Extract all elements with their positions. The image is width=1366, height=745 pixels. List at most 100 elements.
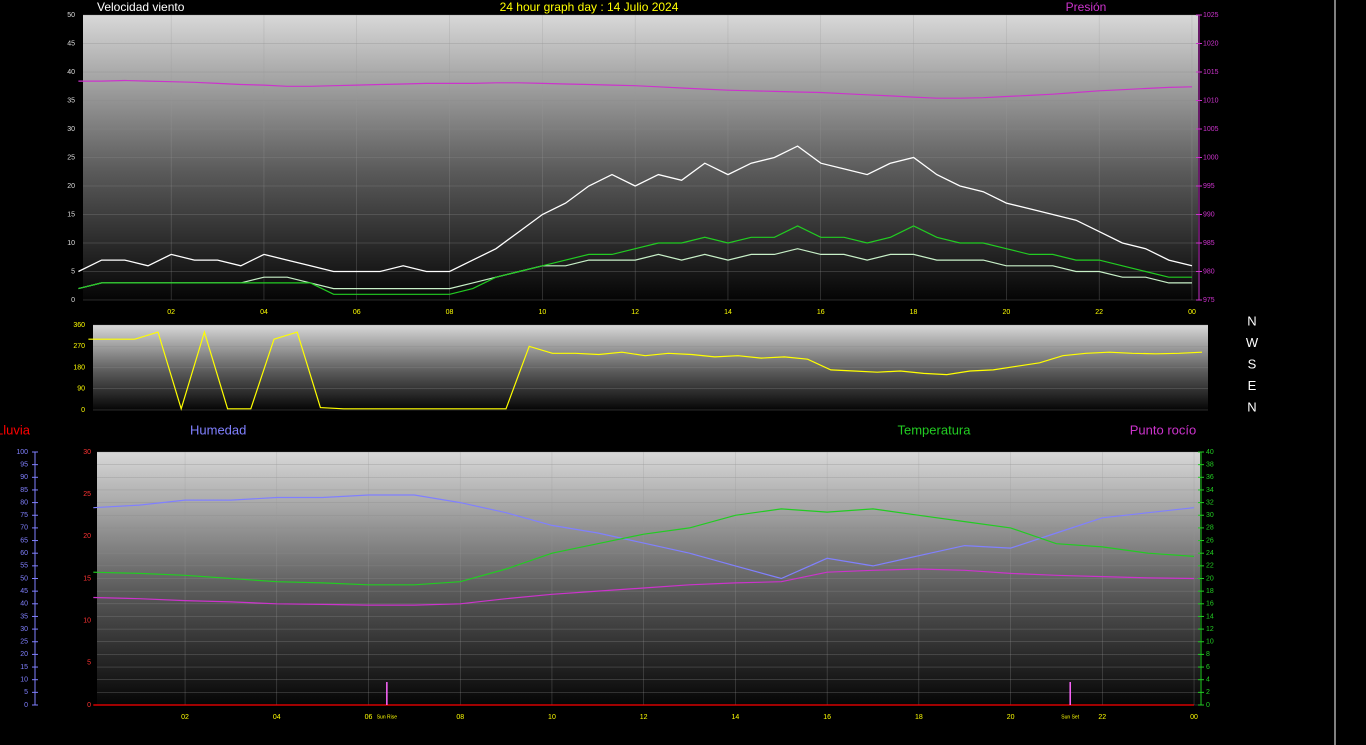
y2-tick-label: 32 — [1206, 499, 1214, 506]
y-tick-label: 10 — [83, 618, 91, 625]
y-tick-label: 20 — [67, 183, 75, 190]
x-tick-label: 10 — [538, 309, 546, 316]
x-tick-label: 10 — [548, 714, 556, 721]
chart-title: 24 hour graph day : 14 Julio 2024 — [500, 0, 679, 14]
x-tick-label: 14 — [724, 309, 732, 316]
y2-tick-label: 1000 — [1203, 154, 1219, 161]
y-tick-label: 25 — [83, 491, 91, 498]
y2-tick-label: 4 — [1206, 677, 1210, 684]
y2-tick-label: 30 — [1206, 512, 1214, 519]
y2-tick-label: 34 — [1206, 487, 1214, 494]
y-tick-label: 0 — [81, 407, 85, 414]
y3-tick-label: 100 — [16, 449, 28, 456]
x-tick-label: 22 — [1098, 714, 1106, 721]
x-tick-label: 08 — [446, 309, 454, 316]
x-tick-label: 02 — [181, 714, 189, 721]
y-tick-label: 270 — [73, 343, 85, 350]
y-tick-label: 90 — [77, 386, 85, 393]
y3-tick-label: 60 — [20, 550, 28, 557]
series-line — [93, 508, 1195, 586]
y2-tick-label: 1015 — [1203, 69, 1219, 76]
y2-tick-label: 2 — [1206, 689, 1210, 696]
x-tick-label: 00 — [1190, 714, 1198, 721]
y3-tick-label: 70 — [20, 525, 28, 532]
sun-label: Sun Rise — [377, 714, 398, 720]
compass-label: N — [1247, 399, 1256, 414]
y3-tick-label: 50 — [20, 575, 28, 582]
y3-tick-label: 65 — [20, 537, 28, 544]
series-line — [78, 248, 1192, 290]
y-tick-label: 40 — [67, 69, 75, 76]
y3-tick-label: 20 — [20, 651, 28, 658]
y3-tick-label: 85 — [20, 487, 28, 494]
legend-label: Punto rocío — [1130, 422, 1197, 437]
y2-tick-label: 24 — [1206, 550, 1214, 557]
y-tick-label: 5 — [87, 660, 91, 667]
y3-tick-label: 15 — [20, 664, 28, 671]
y2-tick-label: 28 — [1206, 525, 1214, 532]
x-tick-label: 16 — [817, 309, 825, 316]
x-tick-label: 14 — [732, 714, 740, 721]
y3-tick-label: 75 — [20, 512, 28, 519]
y-tick-label: 35 — [67, 97, 75, 104]
x-tick-label: 12 — [631, 309, 639, 316]
y3-tick-label: 25 — [20, 639, 28, 646]
legend-label: Humedad — [190, 422, 246, 437]
compass-label: S — [1248, 356, 1257, 371]
y3-tick-label: 35 — [20, 613, 28, 620]
y-tick-label: 180 — [73, 364, 85, 371]
y-tick-label: 360 — [73, 322, 85, 329]
y2-tick-label: 1025 — [1203, 12, 1219, 19]
y-tick-label: 0 — [87, 702, 91, 709]
x-tick-label: 18 — [915, 714, 923, 721]
x-tick-label: 06 — [353, 309, 361, 316]
y3-tick-label: 40 — [20, 601, 28, 608]
series-line — [78, 79, 1193, 99]
x-tick-label: 00 — [1188, 309, 1196, 316]
compass-label: N — [1247, 313, 1256, 328]
sun-label: Sun Set — [1061, 714, 1079, 720]
y2-tick-label: 6 — [1206, 664, 1210, 671]
y-tick-label: 5 — [71, 268, 75, 275]
y-tick-label: 15 — [67, 211, 75, 218]
y2-tick-label: 975 — [1203, 297, 1215, 304]
y-tick-label: 30 — [83, 449, 91, 456]
y2-tick-label: 36 — [1206, 474, 1214, 481]
y3-tick-label: 5 — [24, 689, 28, 696]
y2-tick-label: 1020 — [1203, 40, 1219, 47]
y2-tick-label: 26 — [1206, 537, 1214, 544]
y3-tick-label: 80 — [20, 499, 28, 506]
pressure-label: Presión — [1066, 0, 1107, 14]
y3-tick-label: 30 — [20, 626, 28, 633]
y2-tick-label: 990 — [1203, 211, 1215, 218]
x-tick-label: 20 — [1002, 309, 1010, 316]
x-tick-label: 16 — [823, 714, 831, 721]
y2-tick-label: 20 — [1206, 575, 1214, 582]
legend-label: Temperatura — [898, 422, 972, 437]
series-line — [88, 330, 1203, 411]
y2-tick-label: 8 — [1206, 651, 1210, 658]
x-tick-label: 04 — [260, 309, 268, 316]
y2-tick-label: 38 — [1206, 461, 1214, 468]
y-tick-label: 20 — [83, 533, 91, 540]
x-tick-label: 08 — [456, 714, 464, 721]
y2-tick-label: 12 — [1206, 626, 1214, 633]
y2-tick-label: 980 — [1203, 268, 1215, 275]
y3-tick-label: 90 — [20, 474, 28, 481]
y-tick-label: 15 — [83, 575, 91, 582]
y2-tick-label: 40 — [1206, 449, 1214, 456]
x-tick-label: 18 — [910, 309, 918, 316]
x-tick-label: 06 — [365, 714, 373, 721]
y-tick-label: 0 — [71, 297, 75, 304]
series-line — [93, 494, 1195, 580]
compass-label: W — [1246, 335, 1259, 350]
y-tick-label: 25 — [67, 154, 75, 161]
y2-tick-label: 18 — [1206, 588, 1214, 595]
y2-tick-label: 22 — [1206, 563, 1214, 570]
compass-label: E — [1248, 378, 1257, 393]
legend-label: Lluvia — [0, 422, 31, 437]
y3-tick-label: 45 — [20, 588, 28, 595]
series-line — [78, 225, 1192, 295]
y-tick-label: 10 — [67, 240, 75, 247]
y-tick-label: 45 — [67, 40, 75, 47]
